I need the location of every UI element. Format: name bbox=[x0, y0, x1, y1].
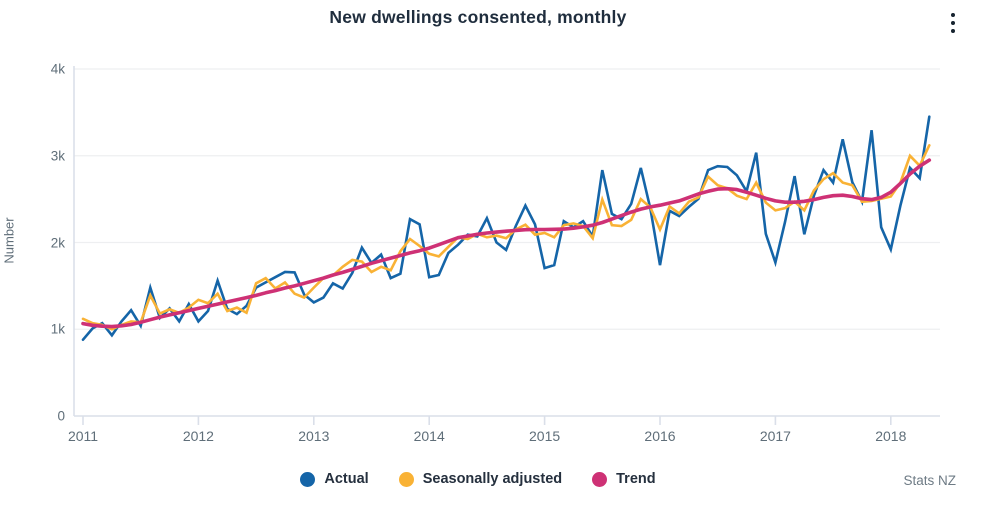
x-tick-label: 2015 bbox=[529, 428, 561, 444]
series-line-seasonally-adjusted bbox=[81, 144, 931, 331]
y-tick-label: 3k bbox=[50, 148, 65, 164]
x-tick-label: 2018 bbox=[875, 428, 907, 444]
x-tick-label: 2017 bbox=[759, 428, 791, 444]
legend-label: Actual bbox=[324, 471, 369, 487]
x-tick-label: 2011 bbox=[67, 428, 99, 444]
chart-legend: Actual Seasonally adjusted Trend bbox=[0, 471, 956, 487]
legend-item-trend[interactable]: Trend bbox=[592, 471, 656, 487]
x-tick-label: 2012 bbox=[182, 428, 214, 444]
y-tick-label: 1k bbox=[50, 321, 65, 337]
y-tick-label: 2k bbox=[50, 235, 65, 250]
legend-dot-icon bbox=[300, 471, 316, 487]
x-tick-label: 2013 bbox=[298, 428, 330, 444]
y-tick-label: 4k bbox=[50, 61, 65, 77]
legend-dot-icon bbox=[592, 471, 608, 487]
kebab-menu-icon[interactable] bbox=[944, 8, 962, 38]
x-tick-label: 2016 bbox=[644, 428, 676, 444]
source-attribution: Stats NZ bbox=[903, 473, 956, 488]
legend-label: Seasonally adjusted bbox=[422, 471, 563, 487]
legend-dot-icon bbox=[398, 471, 414, 487]
series-line-trend bbox=[81, 158, 932, 329]
legend-item-seasonally-adjusted[interactable]: Seasonally adjusted bbox=[398, 471, 563, 487]
legend-item-actual[interactable]: Actual bbox=[300, 471, 369, 487]
chart-plot-area bbox=[73, 66, 940, 425]
x-tick-label: 2014 bbox=[413, 428, 445, 444]
chart-title: New dwellings consented, monthly bbox=[329, 7, 627, 27]
legend-label: Trend bbox=[616, 471, 656, 487]
y-axis-title: Number bbox=[1, 217, 17, 264]
y-tick-label: 0 bbox=[57, 408, 65, 424]
